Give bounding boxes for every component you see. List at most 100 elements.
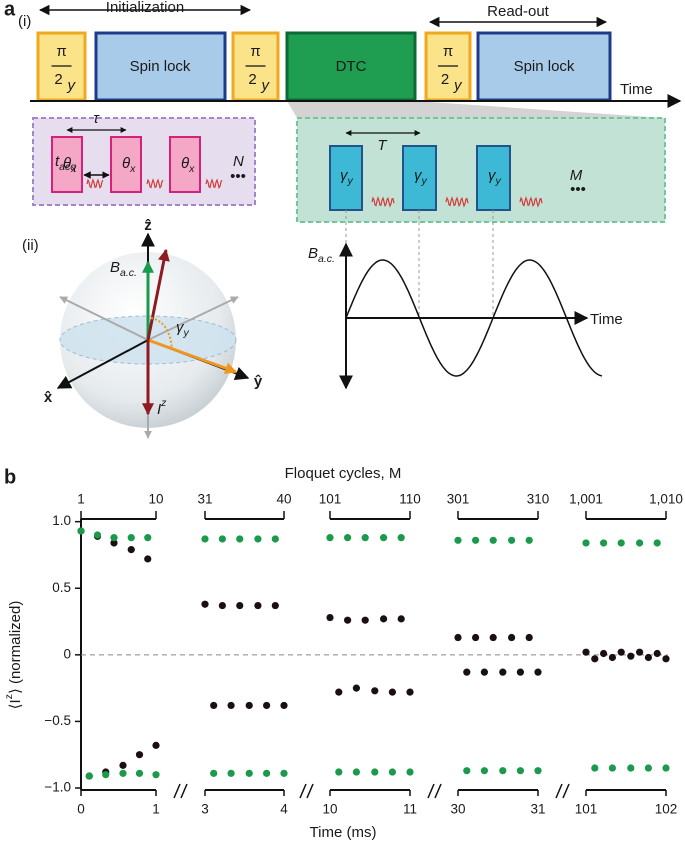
point [463, 668, 471, 676]
point [644, 653, 653, 662]
point [608, 764, 617, 772]
point [591, 655, 599, 663]
pulse-label-part: y [495, 175, 502, 187]
point [127, 534, 135, 542]
pulse-label-part: y [347, 175, 354, 187]
y-axis-label-part: ⟨I [7, 699, 24, 709]
point [271, 601, 279, 610]
pulse-label-part: θ [122, 155, 130, 172]
point [352, 684, 360, 692]
wave [445, 196, 469, 208]
point [152, 771, 160, 779]
x-tick-label: 30 [450, 802, 465, 817]
point [127, 546, 135, 554]
pulse-subscript: y [67, 77, 77, 94]
pulse-subscript: y [261, 77, 271, 94]
point [489, 633, 497, 642]
point [271, 535, 279, 543]
block-label: Spin lock [130, 58, 191, 75]
pulse-label-part: γ [340, 167, 349, 184]
point [144, 555, 152, 563]
top-tick-label: 1,001 [569, 492, 603, 507]
point [662, 764, 670, 772]
tau-label: τ [93, 110, 100, 127]
top-tick-label: 40 [276, 492, 291, 507]
point [335, 768, 343, 776]
point [644, 764, 653, 772]
pulse-numerator: π [443, 43, 453, 60]
point [600, 539, 608, 547]
point [380, 615, 388, 623]
repeat-label: N [233, 153, 244, 170]
point [463, 767, 471, 775]
point [335, 688, 343, 696]
tacq-label: tacq [55, 153, 76, 173]
angle-label: γy [176, 319, 190, 339]
top-tick-label: 1 [77, 492, 85, 507]
point [93, 531, 102, 539]
spin-label-part: I [157, 401, 161, 418]
pulse-label-part: θ [181, 155, 189, 172]
y-axis-label-part: z [3, 694, 15, 699]
point [280, 769, 288, 777]
top-axis-label: Floquet cycles, M [285, 465, 402, 482]
point [600, 649, 608, 658]
angle-label-part: γ [176, 319, 185, 336]
phase-label: Initialization [106, 0, 184, 16]
point [388, 688, 396, 696]
point [263, 769, 271, 777]
part-label: (ii) [22, 237, 39, 254]
point [227, 701, 235, 710]
point [245, 701, 253, 710]
wave [519, 196, 543, 208]
point [218, 601, 226, 610]
point [499, 668, 507, 676]
point [77, 527, 85, 535]
period-label: T [377, 137, 388, 154]
point [582, 648, 590, 656]
y-tick-label: −0.5 [44, 713, 71, 728]
pulse-denominator: 2 [441, 71, 449, 88]
point [534, 767, 542, 775]
point [210, 701, 218, 710]
pulse-label-part: x [70, 163, 77, 175]
spin-label: Iz [157, 397, 167, 418]
point [406, 768, 414, 776]
repeat-label: M [570, 167, 583, 184]
point [472, 633, 480, 642]
pulse-numerator: π [56, 43, 66, 60]
plot-ylabel-part: a.c. [318, 253, 335, 265]
point [210, 769, 218, 777]
block-label: DTC [336, 58, 367, 75]
point [525, 633, 533, 642]
field-label-part: a.c. [120, 267, 137, 279]
x-tick-label: 31 [530, 802, 545, 817]
point [636, 648, 644, 656]
point [254, 535, 262, 543]
pulse-subscript: y [453, 77, 463, 94]
point [152, 741, 160, 749]
top-tick-label: 1,010 [649, 492, 683, 507]
tacq-label-part: t [55, 153, 60, 170]
point [280, 701, 288, 710]
axis-label: x̂ [44, 389, 53, 406]
top-tick-label: 31 [197, 492, 212, 507]
point [534, 668, 542, 676]
point [516, 668, 525, 676]
point [525, 536, 533, 544]
point [227, 769, 235, 777]
point [489, 536, 497, 544]
point [102, 771, 110, 779]
pulse-label-part: x [188, 163, 195, 175]
plot-xlabel: Time [590, 311, 623, 328]
point [326, 534, 334, 542]
x-tick-label: 101 [575, 802, 598, 817]
angle-label-part: y [183, 327, 190, 339]
top-tick-label: 301 [447, 492, 470, 507]
point [636, 539, 644, 547]
point [218, 535, 226, 543]
acquisition-windows [86, 178, 543, 208]
x-tick-label: 1 [152, 802, 160, 817]
panel-label: a [4, 0, 16, 20]
